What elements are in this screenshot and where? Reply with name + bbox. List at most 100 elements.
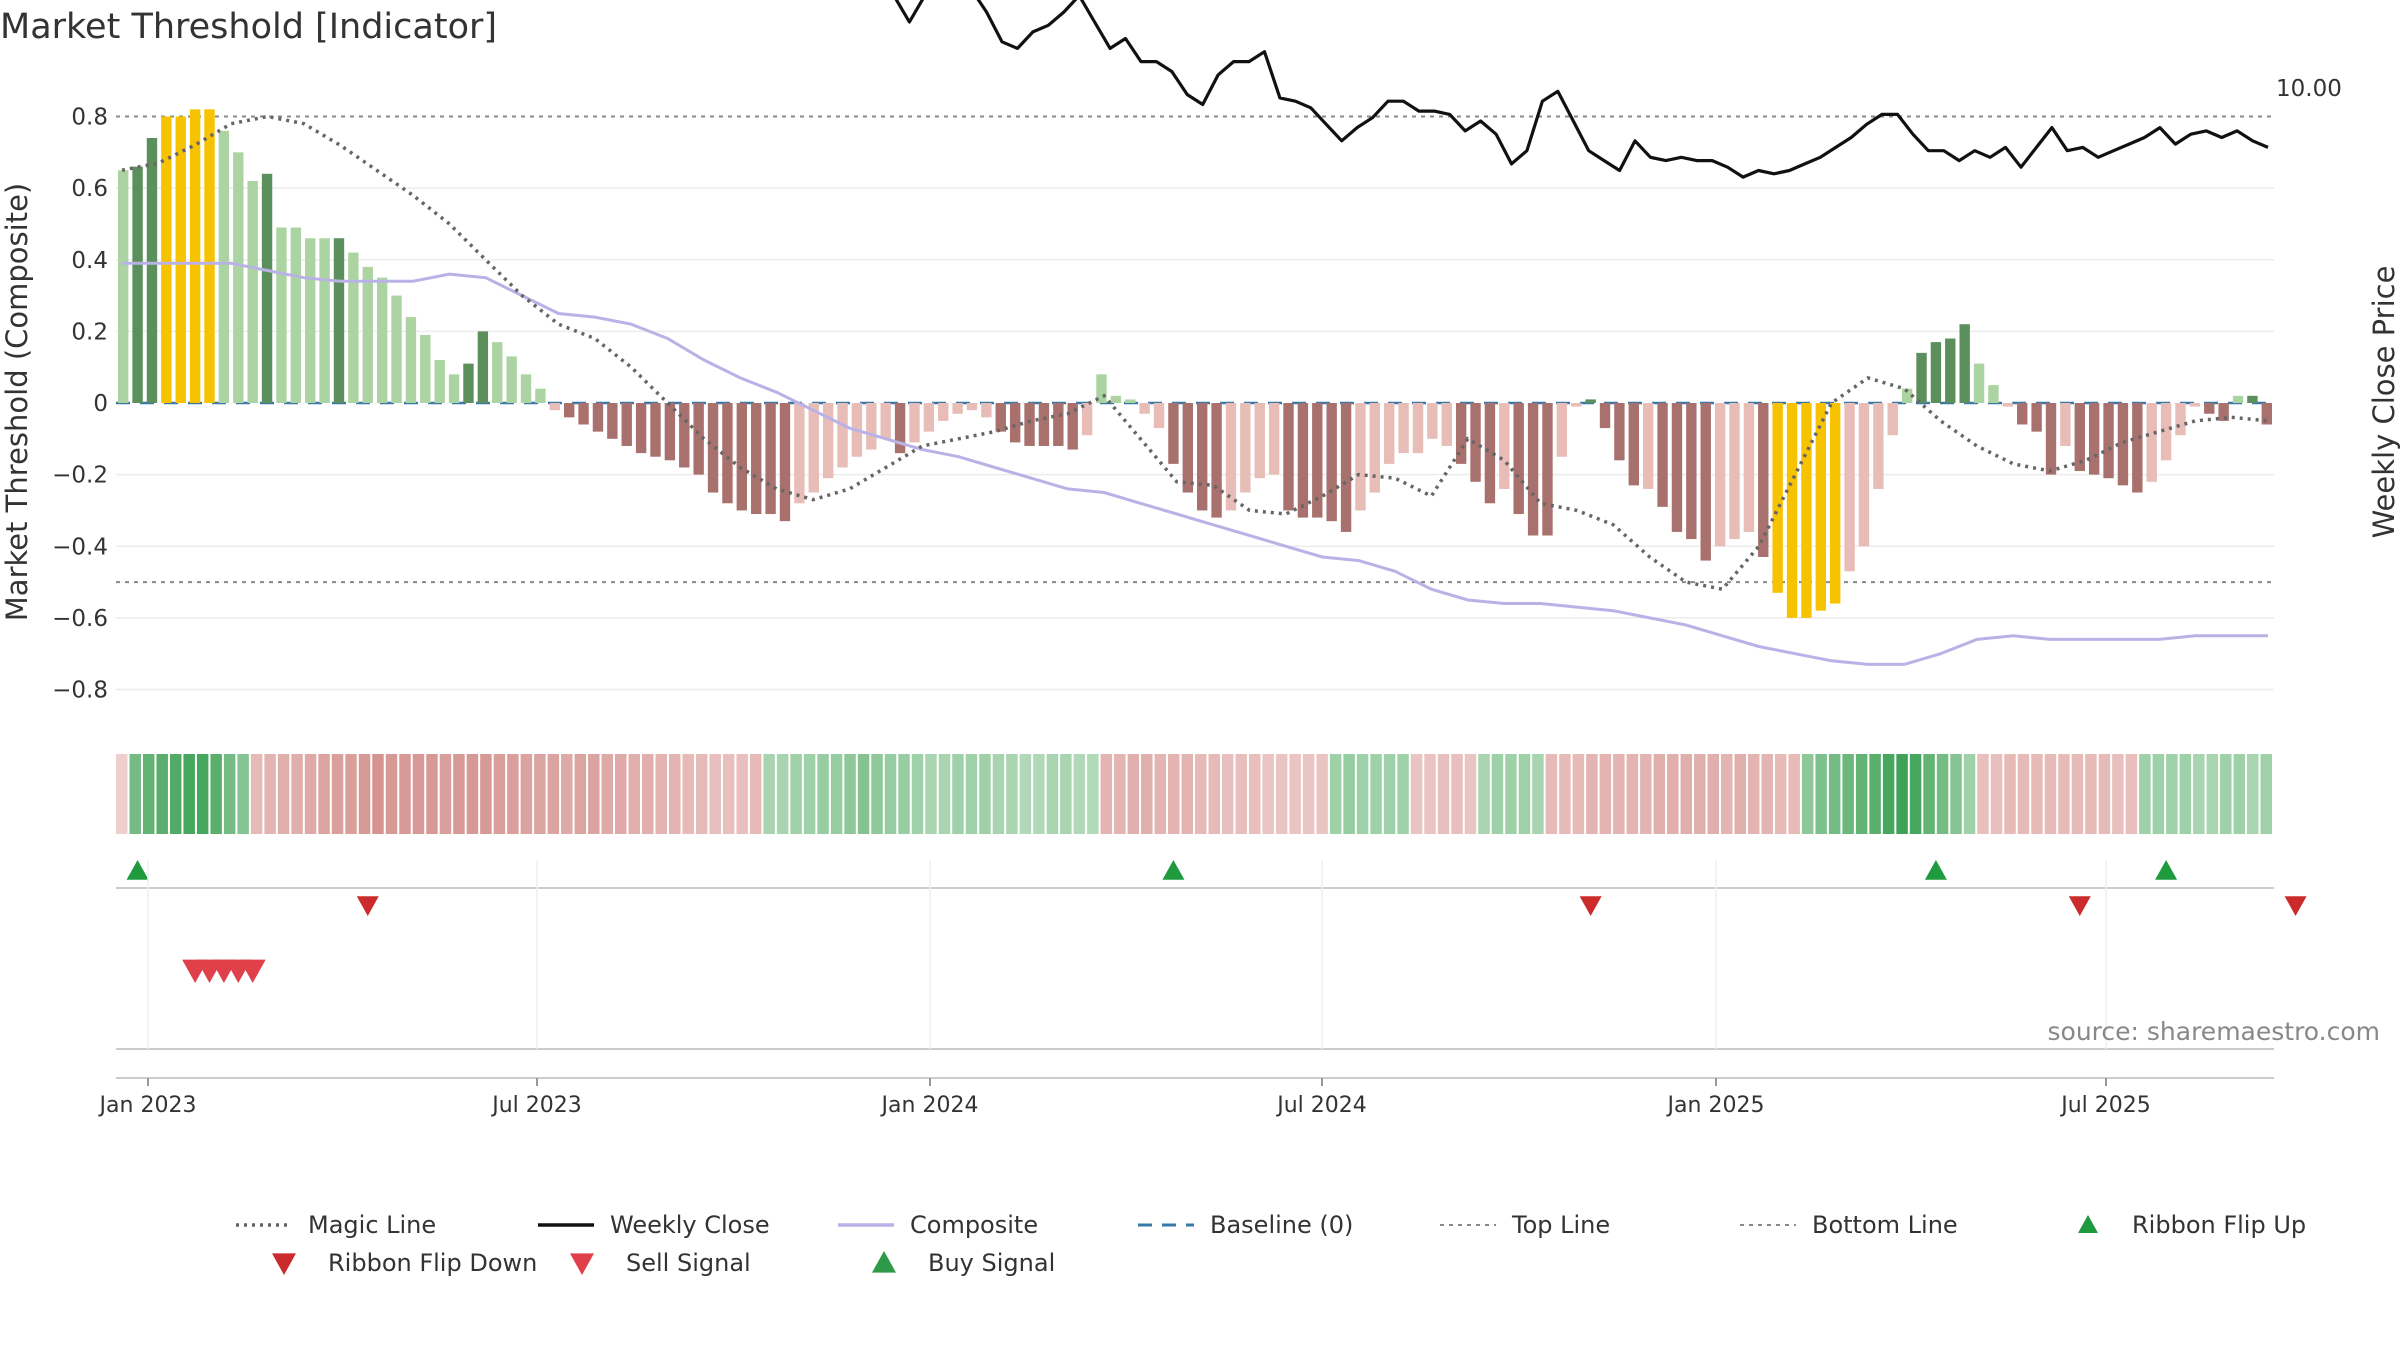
- bar: [520, 374, 532, 403]
- ribbon-cell: [385, 754, 398, 834]
- ribbon-cell: [2112, 754, 2124, 834]
- bar: [1455, 403, 1467, 464]
- bar: [1973, 363, 1985, 403]
- bar: [1873, 403, 1884, 489]
- bar: [1053, 403, 1064, 446]
- bar: [2146, 403, 2157, 482]
- ribbon-cell: [156, 754, 168, 834]
- legend-item: Sell Signal: [570, 1249, 751, 1277]
- bar: [1959, 324, 1970, 403]
- ribbon-cell: [1478, 754, 1490, 834]
- ribbon-cell: [1761, 754, 1773, 834]
- bar: [1153, 403, 1165, 429]
- legend-label: Ribbon Flip Up: [2132, 1211, 2306, 1239]
- x-tick-label: Jul 2024: [1275, 1093, 1367, 1118]
- bar: [866, 403, 877, 450]
- legend-item: Bottom Line: [1740, 1211, 1958, 1239]
- ribbon-cell: [1680, 754, 1693, 834]
- bar: [1355, 403, 1366, 511]
- bar: [1513, 403, 1524, 515]
- ribbon-strip: [116, 754, 2272, 834]
- bar: [880, 403, 891, 439]
- series-lines: [121, 0, 2269, 666]
- ribbon-cell: [1424, 754, 1436, 834]
- ribbon-cell: [1356, 754, 1369, 834]
- ribbon-cell: [615, 754, 627, 834]
- ribbon-cell: [642, 754, 654, 834]
- bar: [1815, 403, 1827, 611]
- ribbon-flip-down-marker: [2284, 896, 2307, 916]
- ribbon-cell: [534, 754, 546, 834]
- bar: [132, 166, 143, 403]
- ribbon-cell: [1491, 754, 1504, 834]
- ribbon-cell: [331, 754, 344, 834]
- legend-label: Baseline (0): [1210, 1211, 1353, 1239]
- ribbon-cell: [372, 754, 384, 834]
- legend-label: Composite: [910, 1211, 1038, 1239]
- bar: [218, 130, 230, 403]
- ribbon-cell: [709, 754, 721, 834]
- ribbon-cell: [2193, 754, 2205, 834]
- bar: [808, 403, 819, 493]
- ribbon-cell: [898, 754, 910, 834]
- bar: [1599, 403, 1611, 429]
- ribbon-cell: [830, 754, 843, 834]
- ribbon-cell: [1640, 754, 1652, 834]
- ribbon-cell: [1168, 754, 1180, 834]
- ribbon-cell: [1114, 754, 1126, 834]
- bar: [333, 238, 345, 403]
- ribbon-cell: [628, 754, 641, 834]
- ribbon-cell: [1329, 754, 1342, 834]
- bar: [1527, 403, 1539, 536]
- ribbon-cell: [992, 754, 1005, 834]
- bar: [362, 266, 373, 403]
- bar: [779, 403, 791, 522]
- ribbon-cell: [1221, 754, 1234, 834]
- ribbon-cell: [1774, 754, 1787, 834]
- ribbon-cell: [1464, 754, 1477, 834]
- bar: [1499, 403, 1510, 489]
- ribbon-cell: [722, 754, 735, 834]
- bar: [1988, 385, 1999, 403]
- bar: [894, 403, 906, 454]
- ribbon-cell: [507, 754, 519, 834]
- bar: [1268, 403, 1280, 475]
- ribbon-cell: [277, 754, 290, 834]
- bar: [2060, 403, 2071, 446]
- bar: [2247, 395, 2258, 403]
- ribbon-cell: [561, 754, 573, 834]
- legend-label: Magic Line: [308, 1211, 436, 1239]
- bar: [1340, 403, 1352, 532]
- ribbon-cell: [2125, 754, 2138, 834]
- ribbon-cell: [1046, 754, 1059, 834]
- x-tick-label: Jan 2024: [880, 1093, 979, 1118]
- bar: [549, 403, 560, 411]
- bar: [2160, 403, 2172, 461]
- ribbon-flip-up-marker: [1924, 860, 1947, 880]
- ribbon-cell: [1518, 754, 1531, 834]
- bar: [1887, 403, 1898, 436]
- ribbon-cell: [169, 754, 182, 834]
- bar: [1786, 403, 1798, 618]
- ribbon-cell: [210, 754, 222, 834]
- bar: [1081, 403, 1093, 436]
- y-tick-label: −0.4: [52, 534, 108, 560]
- bar: [1197, 403, 1208, 511]
- ribbon-cell: [345, 754, 357, 834]
- ribbon-cell: [1963, 754, 1976, 834]
- ribbon-cell: [142, 754, 155, 834]
- ribbon-cell: [1626, 754, 1639, 834]
- ribbon-cell: [1747, 754, 1760, 834]
- bar: [1427, 403, 1438, 439]
- bar: [1772, 403, 1783, 593]
- bar: [1830, 403, 1841, 604]
- bar: [233, 152, 244, 403]
- ribbon-cell: [1127, 754, 1140, 834]
- ribbon-cell: [1033, 754, 1045, 834]
- ribbon-cell: [2058, 754, 2070, 834]
- ribbon-cell: [1815, 754, 1827, 834]
- bar: [1225, 403, 1237, 511]
- ribbon-cell: [1208, 754, 1220, 834]
- ribbon-cell: [223, 754, 236, 834]
